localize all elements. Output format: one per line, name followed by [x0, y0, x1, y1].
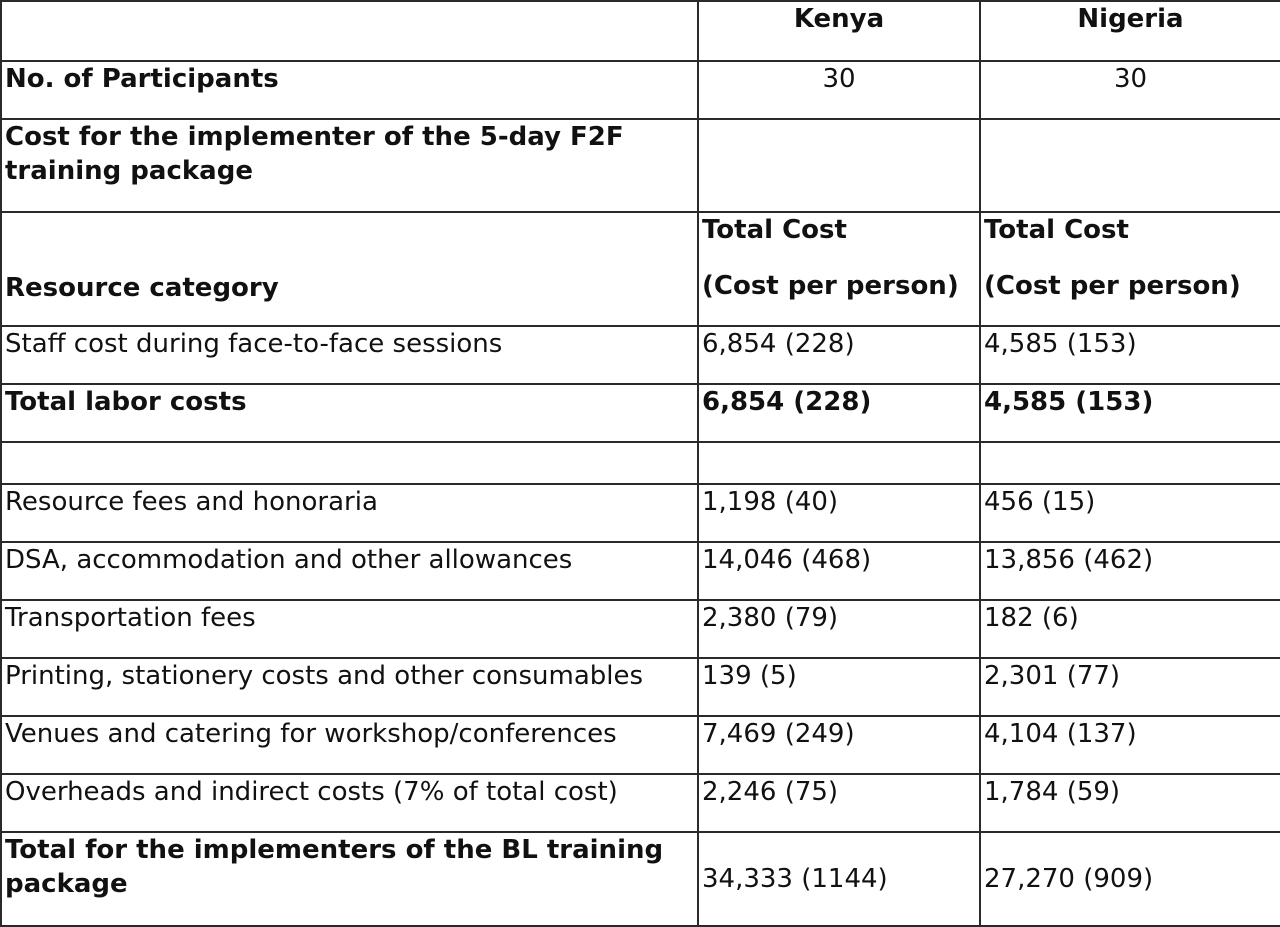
row-nigeria: 456 (15): [979, 483, 1280, 543]
row-nigeria: 1,784 (59): [979, 773, 1280, 833]
row-label: Printing, stationery costs and other con…: [0, 657, 699, 717]
grand-total-kenya: 34,333 (1144): [697, 831, 981, 927]
grand-total-nigeria: 27,270 (909): [979, 831, 1280, 927]
row-label: Venues and catering for workshop/confere…: [0, 715, 699, 775]
row-nigeria: [979, 441, 1280, 485]
resource-header-row: Resource category Total Cost (Cost per p…: [0, 211, 1280, 327]
row-kenya: 2,246 (75): [697, 773, 981, 833]
nigeria-cost-per-person-label: (Cost per person): [984, 271, 1241, 301]
section-nigeria-empty: [979, 118, 1280, 213]
row-nigeria: 4,585 (153): [979, 383, 1280, 443]
table-row: Resource fees and honoraria 1,198 (40) 4…: [0, 483, 1280, 543]
row-kenya: 1,198 (40): [697, 483, 981, 543]
participants-nigeria: 30: [979, 60, 1280, 120]
row-kenya: 6,854 (228): [697, 325, 981, 385]
kenya-cost-header: Total Cost (Cost per person): [697, 211, 981, 327]
table-row: Overheads and indirect costs (7% of tota…: [0, 773, 1280, 833]
header-kenya: Kenya: [697, 0, 981, 62]
row-label: Staff cost during face-to-face sessions: [0, 325, 699, 385]
row-nigeria: 182 (6): [979, 599, 1280, 659]
participants-kenya: 30: [697, 60, 981, 120]
row-label: DSA, accommodation and other allowances: [0, 541, 699, 601]
spacer-row: [0, 441, 1280, 485]
header-nigeria: Nigeria: [979, 0, 1280, 62]
section-title: Cost for the implementer of the 5-day F2…: [0, 118, 699, 213]
table-row: DSA, accommodation and other allowances …: [0, 541, 1280, 601]
row-nigeria: 4,104 (137): [979, 715, 1280, 775]
resource-category-label: Resource category: [0, 211, 699, 327]
participants-label: No. of Participants: [0, 60, 699, 120]
row-kenya: 2,380 (79): [697, 599, 981, 659]
grand-total-row: Total for the implementers of the BL tra…: [0, 831, 1280, 927]
table-row: Venues and catering for workshop/confere…: [0, 715, 1280, 775]
row-nigeria: 13,856 (462): [979, 541, 1280, 601]
kenya-total-cost-label: Total Cost: [702, 215, 847, 245]
row-label: Transportation fees: [0, 599, 699, 659]
row-kenya: 14,046 (468): [697, 541, 981, 601]
table-row: Transportation fees 2,380 (79) 182 (6): [0, 599, 1280, 659]
header-empty-cell: [0, 0, 699, 62]
table-row: Staff cost during face-to-face sessions …: [0, 325, 1280, 385]
nigeria-total-cost-label: Total Cost: [984, 215, 1129, 245]
row-label: [0, 441, 699, 485]
header-row: Kenya Nigeria: [0, 0, 1280, 62]
row-nigeria: 2,301 (77): [979, 657, 1280, 717]
row-label: Total labor costs: [0, 383, 699, 443]
section-kenya-empty: [697, 118, 981, 213]
row-kenya: [697, 441, 981, 485]
nigeria-cost-header: Total Cost (Cost per person): [979, 211, 1280, 327]
total-labor-row: Total labor costs 6,854 (228) 4,585 (153…: [0, 383, 1280, 443]
row-kenya: 139 (5): [697, 657, 981, 717]
table-row: Printing, stationery costs and other con…: [0, 657, 1280, 717]
kenya-cost-per-person-label: (Cost per person): [702, 271, 959, 301]
row-label: Resource fees and honoraria: [0, 483, 699, 543]
row-kenya: 6,854 (228): [697, 383, 981, 443]
row-nigeria: 4,585 (153): [979, 325, 1280, 385]
participants-row: No. of Participants 30 30: [0, 60, 1280, 120]
grand-total-label: Total for the implementers of the BL tra…: [0, 831, 699, 927]
row-label: Overheads and indirect costs (7% of tota…: [0, 773, 699, 833]
section-title-row: Cost for the implementer of the 5-day F2…: [0, 118, 1280, 213]
row-kenya: 7,469 (249): [697, 715, 981, 775]
